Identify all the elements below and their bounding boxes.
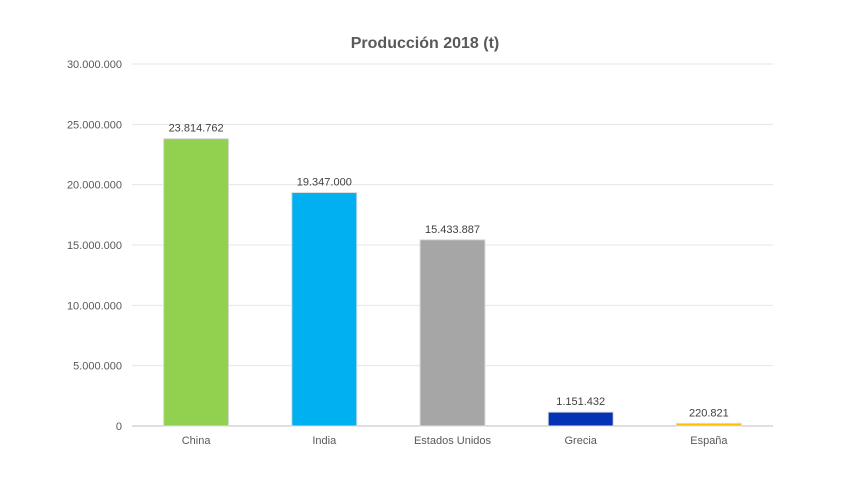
y-tick-label: 15.000.000 xyxy=(67,240,122,252)
data-labels: 23.814.762 19.347.000 15.433.887 1.151.432 2… xyxy=(169,123,729,420)
bar-india xyxy=(291,192,358,427)
x-tick-label: Estados Unidos xyxy=(414,435,492,447)
chart-title: Producción 2018 (t) xyxy=(351,35,499,52)
data-label: 15.433.887 xyxy=(425,224,480,236)
y-tick-label: 5.000.000 xyxy=(73,361,122,373)
y-tick-label: 10.000.000 xyxy=(67,300,122,312)
bar-grecia xyxy=(547,411,614,427)
data-label: 220.821 xyxy=(689,407,729,419)
data-label: 1.151.432 xyxy=(556,396,605,408)
bars xyxy=(163,138,742,427)
y-tick-label: 30.000.000 xyxy=(67,59,122,71)
x-tick-label: China xyxy=(182,435,212,447)
x-tick-label: Grecia xyxy=(564,435,597,447)
bar-españa xyxy=(675,422,742,427)
bar-estados-unidos xyxy=(419,239,486,427)
y-tick-label: 20.000.000 xyxy=(67,180,122,192)
x-axis-ticks: China India Estados Unidos Grecia España xyxy=(182,435,729,447)
x-tick-label: España xyxy=(690,435,728,447)
y-tick-label: 0 xyxy=(116,421,122,433)
y-tick-label: 25.000.000 xyxy=(67,119,122,131)
data-label: 19.347.000 xyxy=(297,177,352,189)
bar-china xyxy=(163,138,230,427)
y-axis-ticks: 0 5.000.000 10.000.000 15.000.000 20.000.000… xyxy=(67,59,122,433)
x-tick-label: India xyxy=(312,435,337,447)
data-label: 23.814.762 xyxy=(169,123,224,135)
